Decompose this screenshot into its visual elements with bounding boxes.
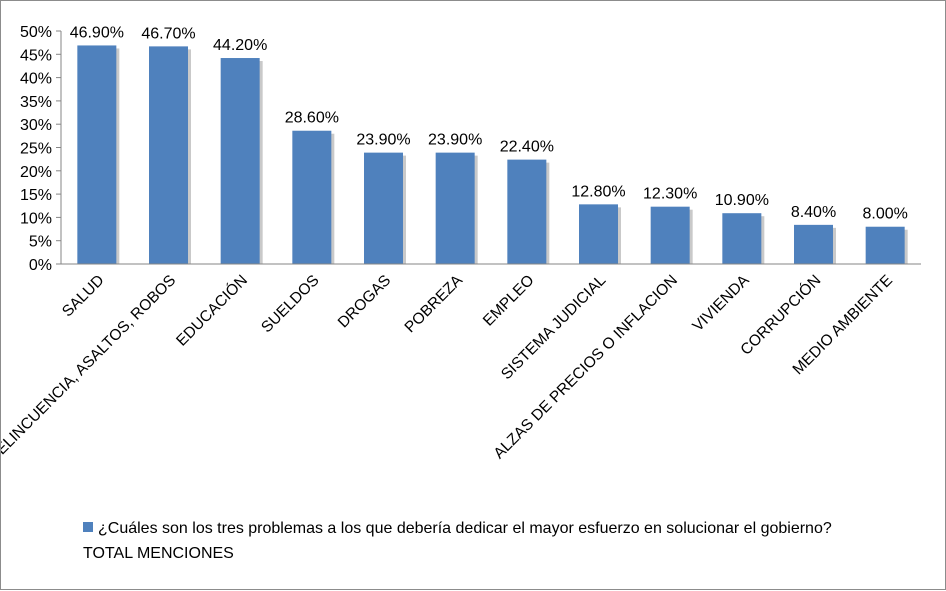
- bar: [364, 152, 403, 264]
- category-label: EDUCACIÓN: [173, 272, 251, 350]
- category-label: POBREZA: [402, 271, 467, 336]
- bar-value-label: 46.90%: [70, 24, 124, 41]
- category-label: EMPLEO: [480, 272, 538, 330]
- bar-value-label: 46.70%: [141, 25, 195, 42]
- y-tick-label: 50%: [20, 24, 52, 41]
- bar-value-label: 28.60%: [285, 110, 339, 127]
- bar-value-label: 8.40%: [791, 204, 836, 221]
- bar: [794, 224, 833, 264]
- bar-value-label: 23.90%: [356, 132, 410, 149]
- bar-value-label: 12.30%: [643, 186, 697, 203]
- y-tick-label: 35%: [20, 94, 52, 111]
- bar-value-label: 8.00%: [862, 206, 907, 223]
- bar-value-label: 23.90%: [428, 132, 482, 149]
- legend: ¿Cuáles son los tres problemas a los que…: [83, 516, 873, 566]
- bar: [220, 58, 260, 264]
- bar-value-label: 22.40%: [500, 139, 554, 156]
- bar-value-label: 12.80%: [571, 183, 625, 200]
- bar-value-label: 44.20%: [213, 37, 267, 54]
- bar-value-label: 10.90%: [715, 192, 769, 209]
- legend-label: ¿Cuáles son los tres problemas a los que…: [83, 520, 832, 562]
- bar: [77, 45, 117, 264]
- bar: [865, 226, 905, 264]
- category-label: DROGAS: [335, 272, 395, 332]
- y-tick-label: 45%: [20, 47, 52, 64]
- y-tick-label: 30%: [20, 117, 52, 134]
- legend-swatch: [83, 522, 93, 532]
- bar: [149, 46, 188, 265]
- y-tick-label: 10%: [20, 210, 52, 227]
- bar: [650, 206, 690, 264]
- bars: [77, 45, 908, 265]
- y-tick-label: 20%: [20, 164, 52, 181]
- category-label: VIVIENDA: [689, 271, 753, 335]
- bar: [292, 130, 332, 264]
- bar: [507, 159, 547, 264]
- y-tick-label: 0%: [29, 257, 52, 274]
- category-label: SALUD: [59, 272, 108, 321]
- y-tick-label: 25%: [20, 141, 52, 158]
- data-labels: 46.90% 46.70% 44.20% 28.60% 23.90% 23.90% 22.4…: [70, 24, 908, 222]
- bar: [722, 213, 762, 264]
- y-axis-ticks: 0% 5% 10% 15% 20% 25% 30% 35% 40% 45% 50%: [20, 24, 61, 274]
- bar: [435, 152, 475, 264]
- y-tick-label: 40%: [20, 71, 52, 88]
- y-tick-label: 15%: [20, 187, 52, 204]
- y-tick-label: 5%: [29, 234, 52, 251]
- bar: [579, 204, 618, 264]
- category-label: SUELDOS: [258, 272, 322, 336]
